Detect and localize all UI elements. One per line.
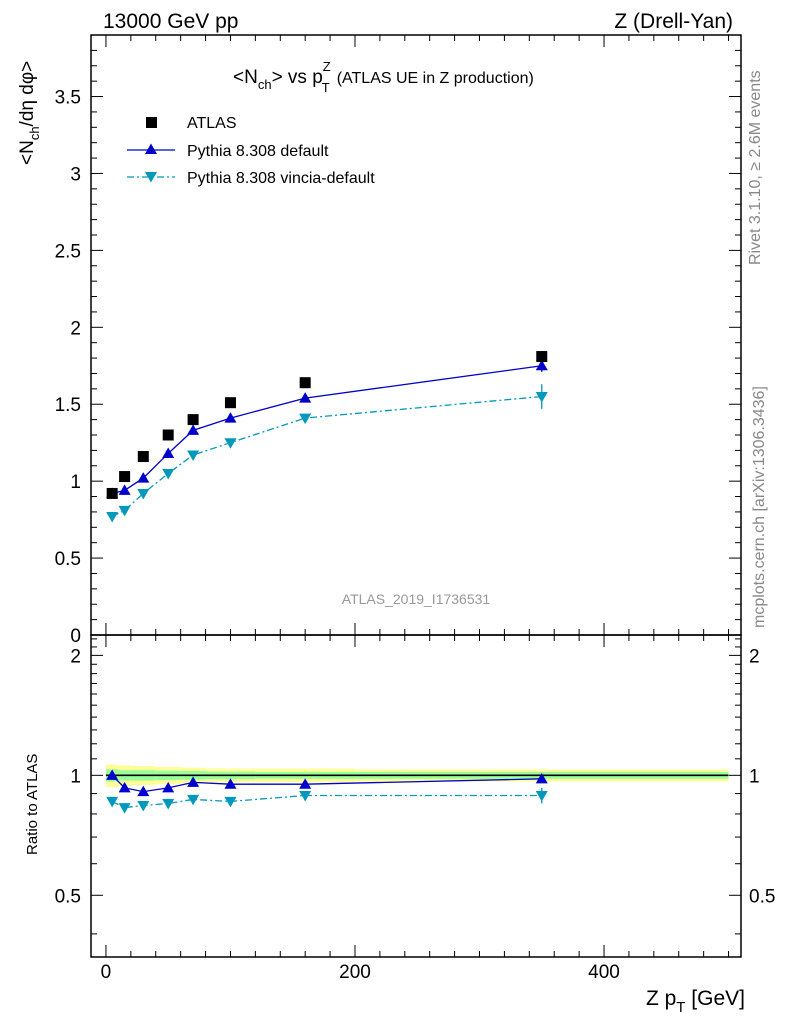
mcplots-label: mcplots.cern.ch [arXiv:1306.3436] [751, 386, 768, 628]
y-tick-label: 2.5 [55, 241, 81, 262]
point-vincia [106, 512, 119, 523]
ratio-panel-frame [90, 634, 742, 958]
ratio-y-tick-label-right: 0.5 [749, 886, 775, 907]
point-vincia [118, 803, 131, 814]
point-default [137, 785, 150, 797]
x-tick-label: 400 [588, 962, 620, 983]
legend: ATLAS Pythia 8.308 default Pythia 8.308 … [127, 115, 375, 187]
point-default [187, 424, 200, 435]
point-default [118, 484, 131, 495]
ratio-panel-bands [105, 764, 729, 787]
header-left-label: 13000 GeV pp [103, 10, 238, 33]
axes: 0 200 400 0.5 1 1.5 2 2.5 3 3.5 0 0.5 0.5 1 1 2 2 [55, 35, 775, 983]
y-tick-label: 3 [70, 164, 81, 185]
point-data [536, 351, 548, 363]
legend-marker-default [145, 143, 157, 154]
legend-entry-vincia: Pythia 8.308 vincia-default [127, 170, 375, 187]
point-vincia [162, 468, 175, 480]
point-vincia [106, 796, 119, 808]
point-vincia [118, 505, 131, 517]
analysis-id-label: ATLAS_2019_I1736531 [342, 591, 491, 607]
series-line-vincia [111, 794, 542, 809]
point-default [224, 412, 237, 423]
point-default [137, 472, 150, 483]
ratio-y-tick-label: 1 [70, 766, 81, 787]
point-vincia [187, 450, 200, 461]
point-data [187, 414, 199, 426]
legend-entry-default: Pythia 8.308 default [127, 143, 329, 160]
point-default [162, 781, 175, 793]
ratio-y-tick-label-right: 2 [749, 646, 760, 667]
ratio-y-axis-label: Ratio to ATLAS [24, 754, 41, 855]
series-line-vincia [111, 395, 542, 518]
point-default [224, 778, 237, 789]
point-data [299, 377, 311, 389]
point-data [224, 397, 236, 409]
ratio-y-tick-label-right: 1 [749, 766, 760, 787]
legend-label-default: Pythia 8.308 default [187, 143, 329, 160]
legend-entry-atlas: ATLAS [146, 115, 237, 132]
ratio-y-tick-label: 2 [70, 646, 81, 667]
point-vincia [137, 801, 150, 812]
chart-title: <Nch> vs pZ T(ATLAS UE in Z production) [233, 59, 534, 95]
legend-marker-atlas [146, 117, 157, 128]
point-data [119, 471, 131, 483]
point-vincia [299, 790, 312, 802]
main-panel-series [106, 351, 548, 523]
x-axis-label: Z pT [GeV] [646, 987, 745, 1016]
point-data [137, 451, 149, 463]
legend-label-vincia: Pythia 8.308 vincia-default [187, 170, 375, 187]
rivet-version-label: Rivet 3.1.10, ≥ 2.6M events [747, 70, 764, 265]
header-right-label: Z (Drell-Yan) [614, 10, 733, 33]
point-vincia [137, 488, 150, 500]
point-default [118, 781, 131, 793]
point-default [299, 392, 312, 403]
point-data [162, 429, 174, 441]
y-tick-label: 1.5 [55, 395, 81, 416]
x-tick-label: 200 [339, 962, 371, 983]
point-default [106, 769, 119, 780]
point-vincia [535, 392, 548, 403]
point-default [162, 447, 175, 458]
y-tick-label: 0.5 [55, 549, 81, 570]
main-y-axis-label: <Nch/dη dφ> [17, 61, 42, 165]
y-tick-label: 3.5 [55, 88, 81, 109]
y-tick-label: 0 [70, 626, 81, 647]
point-vincia [224, 796, 237, 808]
point-default [299, 778, 312, 789]
x-tick-label: 0 [101, 962, 112, 983]
ratio-panel-series [106, 769, 548, 814]
point-vincia [224, 438, 237, 449]
point-default [187, 776, 200, 787]
point-vincia [162, 798, 175, 810]
series-line-default [112, 365, 542, 495]
legend-marker-vincia [145, 172, 157, 183]
legend-label-atlas: ATLAS [187, 115, 237, 132]
point-default [535, 772, 548, 784]
point-data [106, 487, 118, 499]
point-default [535, 359, 548, 371]
point-vincia [535, 790, 548, 802]
y-tick-label: 1 [70, 472, 81, 493]
point-vincia [299, 413, 312, 425]
point-vincia [187, 794, 200, 806]
y-tick-label: 2 [70, 318, 81, 339]
ratio-y-tick-label: 0.5 [55, 886, 81, 907]
